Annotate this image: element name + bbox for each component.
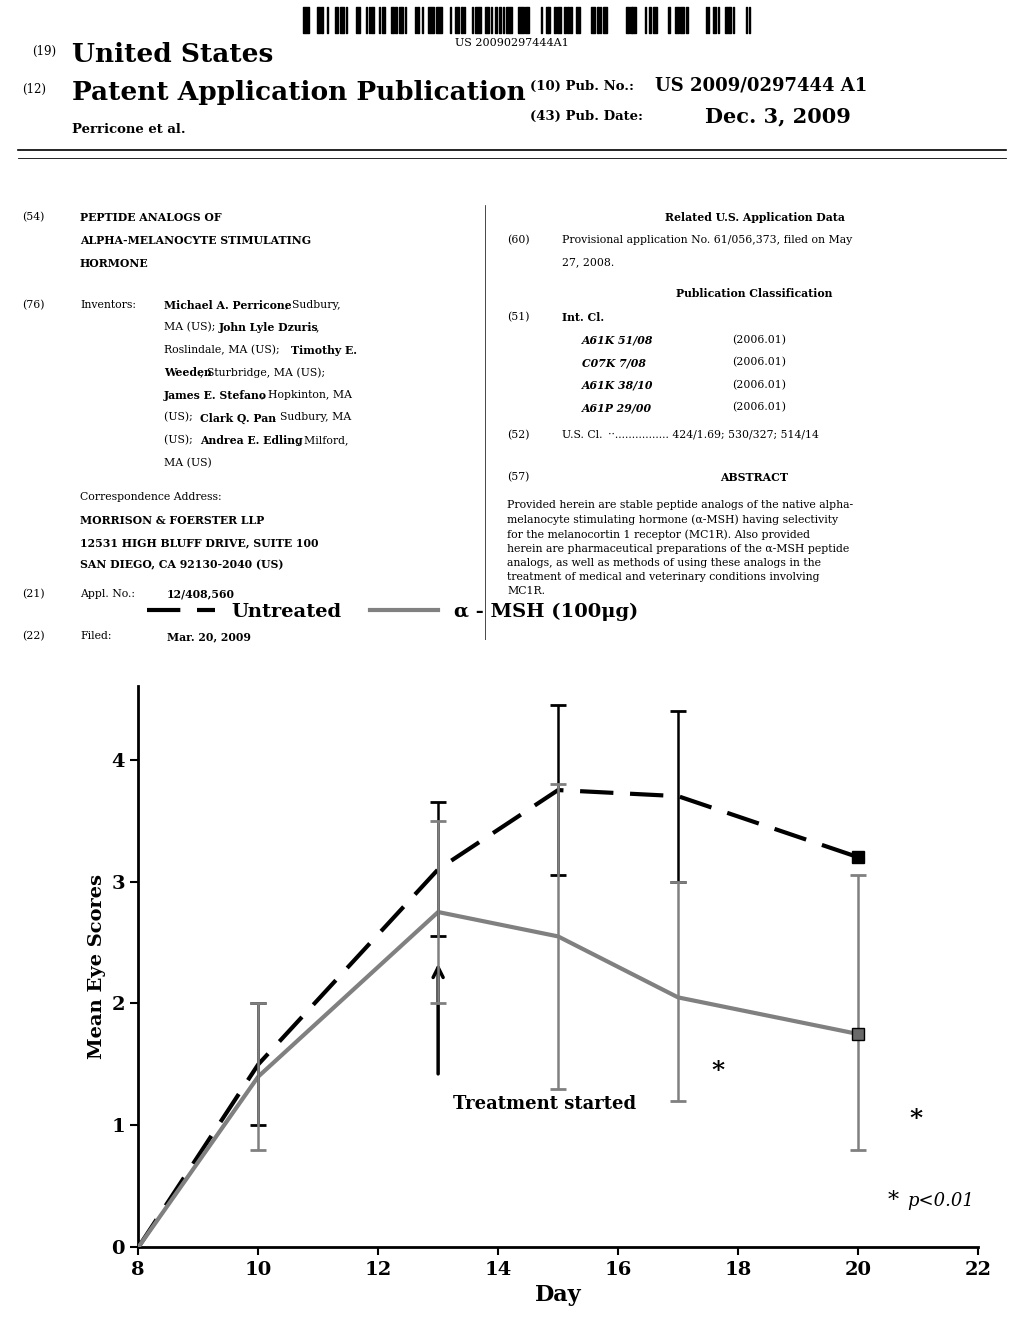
Text: Treatment started: Treatment started [453, 1096, 636, 1113]
Text: (US);: (US); [164, 434, 197, 445]
Text: C07K 7/08: C07K 7/08 [582, 358, 646, 368]
Text: Related U.S. Application Data: Related U.S. Application Data [665, 211, 845, 223]
Text: A61P 29/00: A61P 29/00 [582, 403, 652, 413]
Text: Publication Classification: Publication Classification [676, 288, 833, 298]
Text: Dec. 3, 2009: Dec. 3, 2009 [705, 107, 851, 127]
Text: (19): (19) [32, 45, 56, 58]
Text: HORMONE: HORMONE [80, 257, 148, 269]
Text: (21): (21) [22, 589, 45, 599]
Text: US 2009/0297444 A1: US 2009/0297444 A1 [655, 77, 867, 95]
Text: John Lyle Dzuris: John Lyle Dzuris [218, 322, 318, 333]
Text: (2006.01): (2006.01) [732, 335, 786, 345]
Text: , Hopkinton, MA: , Hopkinton, MA [261, 389, 351, 400]
X-axis label: Day: Day [535, 1284, 582, 1307]
Text: Int. Cl.: Int. Cl. [562, 312, 604, 323]
Text: (57): (57) [507, 473, 529, 482]
Text: Andrea E. Edling: Andrea E. Edling [201, 434, 303, 446]
Text: (2006.01): (2006.01) [732, 403, 786, 413]
Text: James E. Stefano: James E. Stefano [164, 389, 267, 401]
Text: ABSTRACT: ABSTRACT [721, 473, 788, 483]
Text: United States: United States [72, 42, 273, 67]
Text: , Milford,: , Milford, [297, 434, 348, 445]
Text: 12/408,560: 12/408,560 [167, 589, 234, 599]
Text: PEPTIDE ANALOGS OF: PEPTIDE ANALOGS OF [80, 211, 221, 223]
Text: (US);: (US); [164, 412, 197, 422]
Text: (10) Pub. No.:: (10) Pub. No.: [530, 79, 634, 92]
Text: Provisional application No. 61/056,373, filed on May: Provisional application No. 61/056,373, … [562, 235, 852, 244]
Text: Clark Q. Pan: Clark Q. Pan [201, 412, 276, 424]
Text: Filed:: Filed: [80, 631, 112, 642]
Text: Michael A. Perricone: Michael A. Perricone [164, 300, 292, 310]
Text: (12): (12) [22, 83, 46, 96]
Text: Timothy E.: Timothy E. [291, 345, 357, 356]
Text: , Sturbridge, MA (US);: , Sturbridge, MA (US); [201, 367, 326, 378]
Text: Patent Application Publication: Patent Application Publication [72, 79, 525, 104]
Text: US 20090297444A1: US 20090297444A1 [455, 38, 569, 48]
Text: Perricone et al.: Perricone et al. [72, 123, 185, 136]
Text: p<0.01: p<0.01 [907, 1192, 974, 1210]
Text: MA (US);: MA (US); [164, 322, 219, 333]
Text: SAN DIEGO, CA 92130-2040 (US): SAN DIEGO, CA 92130-2040 (US) [80, 560, 284, 570]
Text: Appl. No.:: Appl. No.: [80, 589, 135, 599]
Text: *: * [888, 1191, 899, 1212]
Text: Inventors:: Inventors: [80, 300, 136, 310]
Text: Provided herein are stable peptide analogs of the native alpha-
melanocyte stimu: Provided herein are stable peptide analo… [507, 500, 853, 595]
Text: (60): (60) [507, 235, 529, 246]
Text: ALPHA-MELANOCYTE STIMULATING: ALPHA-MELANOCYTE STIMULATING [80, 235, 311, 246]
Text: A61K 38/10: A61K 38/10 [582, 380, 653, 391]
Text: (52): (52) [507, 430, 529, 441]
Text: (2006.01): (2006.01) [732, 380, 786, 391]
Text: (54): (54) [22, 211, 44, 222]
Text: Correspondence Address:: Correspondence Address: [80, 492, 221, 502]
Text: , Sudbury,: , Sudbury, [285, 300, 341, 310]
Text: (51): (51) [507, 312, 529, 322]
Text: ,: , [315, 322, 318, 333]
Text: , Sudbury, MA: , Sudbury, MA [272, 412, 351, 422]
Text: 27, 2008.: 27, 2008. [562, 257, 614, 268]
Text: A61K 51/08: A61K 51/08 [582, 335, 653, 346]
Text: U.S. Cl.  ··................ 424/1.69; 530/327; 514/14: U.S. Cl. ··................ 424/1.69; 53… [562, 430, 819, 440]
Legend: Untreated, α - MSH (100μg): Untreated, α - MSH (100μg) [139, 595, 646, 628]
Text: (43) Pub. Date:: (43) Pub. Date: [530, 110, 643, 123]
Y-axis label: Mean Eye Scores: Mean Eye Scores [88, 874, 105, 1060]
Text: Weeden: Weeden [164, 367, 212, 379]
Text: (76): (76) [22, 300, 44, 310]
Text: 12531 HIGH BLUFF DRIVE, SUITE 100: 12531 HIGH BLUFF DRIVE, SUITE 100 [80, 537, 318, 548]
Text: MA (US): MA (US) [164, 458, 212, 467]
Text: MORRISON & FOERSTER LLP: MORRISON & FOERSTER LLP [80, 515, 264, 525]
Text: *: * [909, 1107, 922, 1131]
Text: (22): (22) [22, 631, 45, 642]
Text: *: * [711, 1059, 724, 1082]
Text: (2006.01): (2006.01) [732, 358, 786, 368]
Text: Roslindale, MA (US);: Roslindale, MA (US); [164, 345, 283, 355]
Text: Mar. 20, 2009: Mar. 20, 2009 [167, 631, 251, 642]
